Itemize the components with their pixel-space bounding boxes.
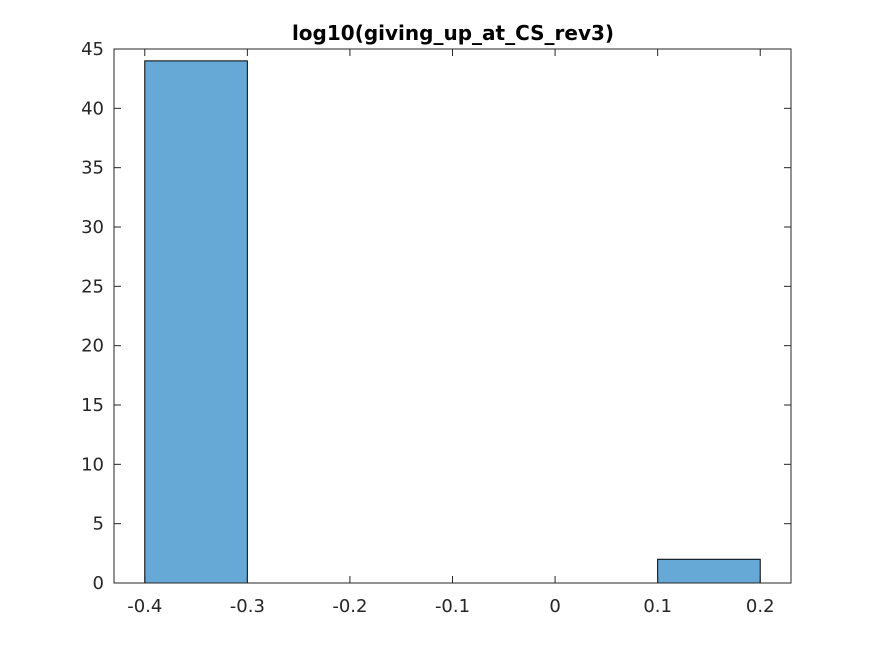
y-tick-label: 5	[93, 514, 104, 535]
y-tick-label: 40	[81, 98, 104, 119]
x-tick-label: 0.2	[746, 596, 775, 617]
y-tick-label: 0	[93, 573, 104, 594]
x-tick-label: -0.2	[332, 596, 367, 617]
x-tick-label: -0.1	[435, 596, 470, 617]
histogram-bar	[144, 60, 248, 584]
chart-title: log10(giving_up_at_CS_rev3)	[292, 21, 614, 45]
x-tick-label: -0.4	[127, 596, 162, 617]
bars-layer	[144, 60, 761, 584]
x-tick-label: -0.3	[230, 596, 265, 617]
ticks-layer: -0.4 -0.3 -0.2 -0.1 0 0.1 0.2 0 5 10 15 20 25 30 35 40 4…	[81, 39, 791, 617]
y-tick-label: 25	[81, 276, 104, 297]
x-tick-label: 0.1	[643, 596, 672, 617]
y-tick-label: 15	[81, 395, 104, 416]
x-tick-label: 0	[549, 596, 560, 617]
y-tick-label: 45	[81, 39, 104, 60]
y-tick-label: 30	[81, 217, 104, 238]
y-tick-label: 10	[81, 454, 104, 475]
axes-box	[113, 48, 792, 584]
y-tick-label: 20	[81, 336, 104, 357]
y-tick-label: 35	[81, 158, 104, 179]
histogram-bar	[657, 558, 761, 584]
